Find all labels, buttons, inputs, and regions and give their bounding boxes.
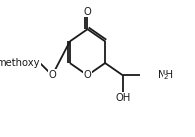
Text: O: O xyxy=(84,70,91,80)
Text: NH: NH xyxy=(158,70,173,80)
Text: OH: OH xyxy=(115,93,130,103)
Text: O: O xyxy=(84,7,91,17)
Text: 2: 2 xyxy=(163,74,168,80)
Text: O: O xyxy=(48,70,56,80)
Text: methoxy: methoxy xyxy=(0,58,40,68)
